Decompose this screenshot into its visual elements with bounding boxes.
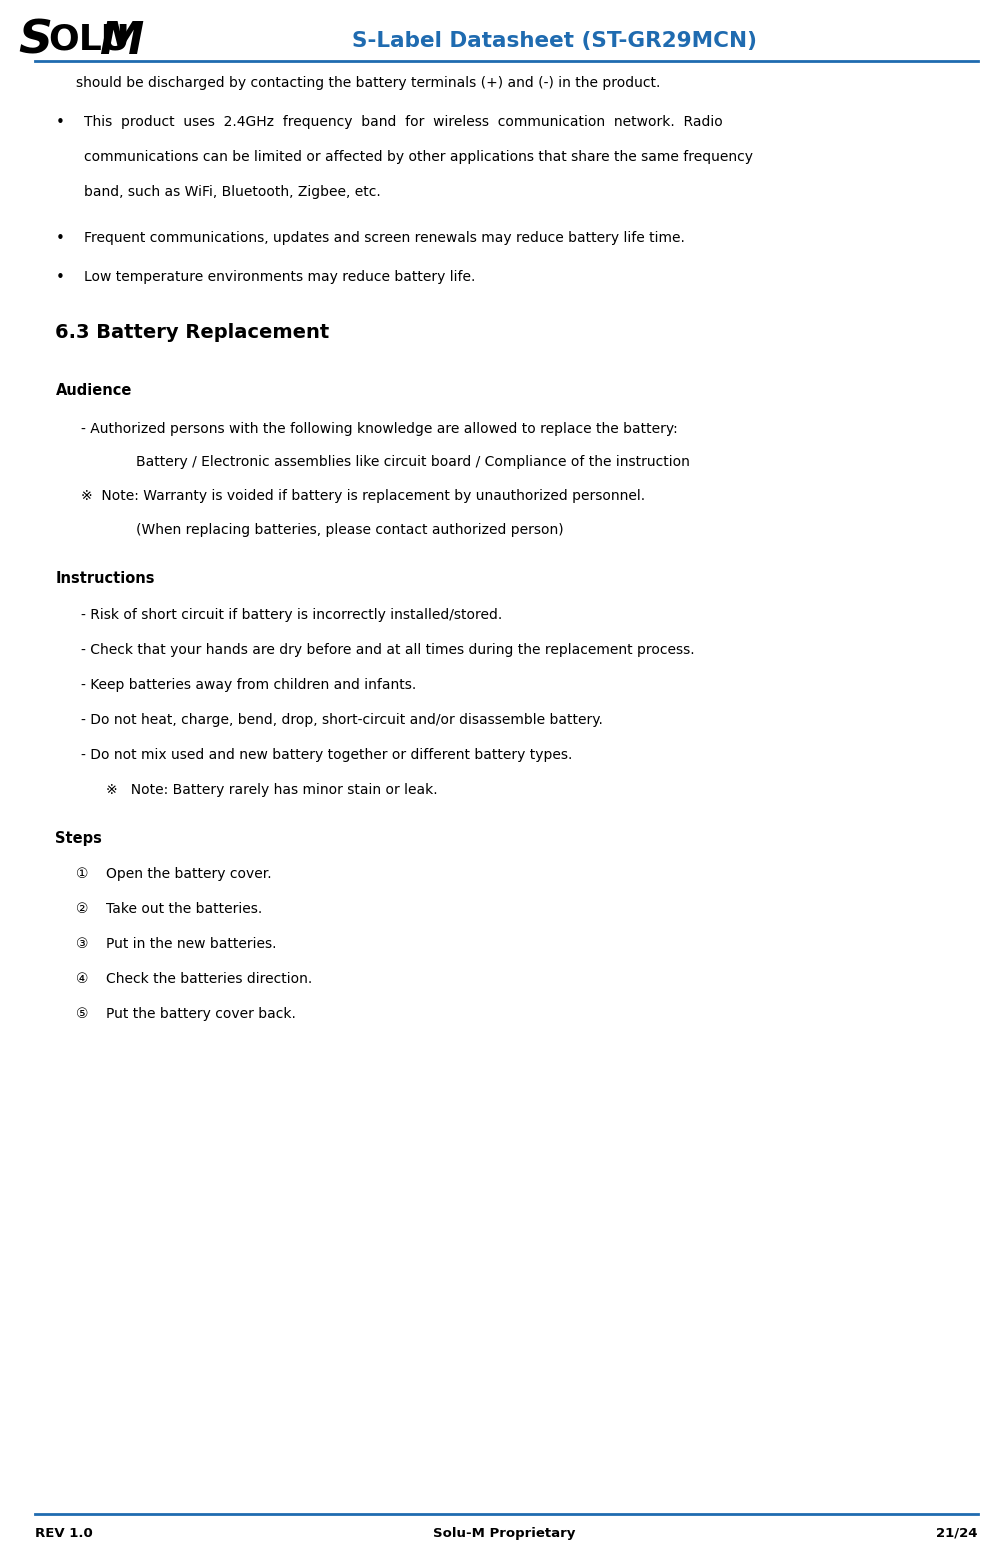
Text: - Do not heat, charge, bend, drop, short-circuit and/or disassemble battery.: - Do not heat, charge, bend, drop, short…	[81, 712, 603, 726]
Text: Steps: Steps	[55, 830, 103, 846]
Text: ※  Note: Warranty is voided if battery is replacement by unauthorized personnel.: ※ Note: Warranty is voided if battery is…	[81, 489, 645, 503]
Text: ※   Note: Battery rarely has minor stain or leak.: ※ Note: Battery rarely has minor stain o…	[106, 782, 437, 796]
Text: - Risk of short circuit if battery is incorrectly installed/stored.: - Risk of short circuit if battery is in…	[81, 608, 502, 622]
Text: (When replacing batteries, please contact authorized person): (When replacing batteries, please contac…	[136, 523, 563, 538]
Text: Put in the new batteries.: Put in the new batteries.	[106, 938, 276, 952]
Text: Take out the batteries.: Take out the batteries.	[106, 902, 262, 916]
Text: ⑤: ⑤	[76, 1008, 88, 1022]
Text: Low temperature environments may reduce battery life.: Low temperature environments may reduce …	[84, 270, 475, 284]
Text: S-Label Datasheet (ST-GR29MCN): S-Label Datasheet (ST-GR29MCN)	[352, 31, 757, 51]
Text: Check the batteries direction.: Check the batteries direction.	[106, 972, 312, 986]
Text: Frequent communications, updates and screen renewals may reduce battery life tim: Frequent communications, updates and scr…	[84, 231, 684, 245]
Text: - Authorized persons with the following knowledge are allowed to replace the bat: - Authorized persons with the following …	[81, 422, 677, 436]
Text: 21/24: 21/24	[936, 1527, 978, 1539]
Text: communications can be limited or affected by other applications that share the s: communications can be limited or affecte…	[84, 150, 753, 164]
Text: 6.3 Battery Replacement: 6.3 Battery Replacement	[55, 323, 330, 341]
Text: •: •	[55, 115, 65, 129]
Text: Solu-M Proprietary: Solu-M Proprietary	[432, 1527, 576, 1539]
Text: Open the battery cover.: Open the battery cover.	[106, 868, 271, 882]
Text: ①: ①	[76, 868, 88, 882]
Text: OLU: OLU	[48, 23, 130, 56]
Text: - Check that your hands are dry before and at all times during the replacement p: - Check that your hands are dry before a…	[81, 642, 695, 656]
Text: ②: ②	[76, 902, 88, 916]
Text: Battery / Electronic assemblies like circuit board / Compliance of the instructi: Battery / Electronic assemblies like cir…	[136, 455, 689, 469]
Text: should be discharged by contacting the battery terminals (+) and (-) in the prod: should be discharged by contacting the b…	[76, 76, 660, 90]
Text: - Do not mix used and new battery together or different battery types.: - Do not mix used and new battery togeth…	[81, 748, 572, 762]
Text: Instructions: Instructions	[55, 572, 155, 586]
Text: - Keep batteries away from children and infants.: - Keep batteries away from children and …	[81, 678, 416, 692]
Text: Audience: Audience	[55, 383, 132, 397]
Text: Put the battery cover back.: Put the battery cover back.	[106, 1008, 295, 1022]
Text: ③: ③	[76, 938, 88, 952]
Text: REV 1.0: REV 1.0	[35, 1527, 93, 1539]
Text: ④: ④	[76, 972, 88, 986]
Text: M: M	[99, 20, 143, 62]
Text: S: S	[18, 19, 52, 64]
Text: This  product  uses  2.4GHz  frequency  band  for  wireless  communication  netw: This product uses 2.4GHz frequency band …	[84, 115, 723, 129]
Text: band, such as WiFi, Bluetooth, Zigbee, etc.: band, such as WiFi, Bluetooth, Zigbee, e…	[84, 185, 380, 199]
Text: •: •	[55, 270, 65, 285]
Text: •: •	[55, 231, 65, 246]
